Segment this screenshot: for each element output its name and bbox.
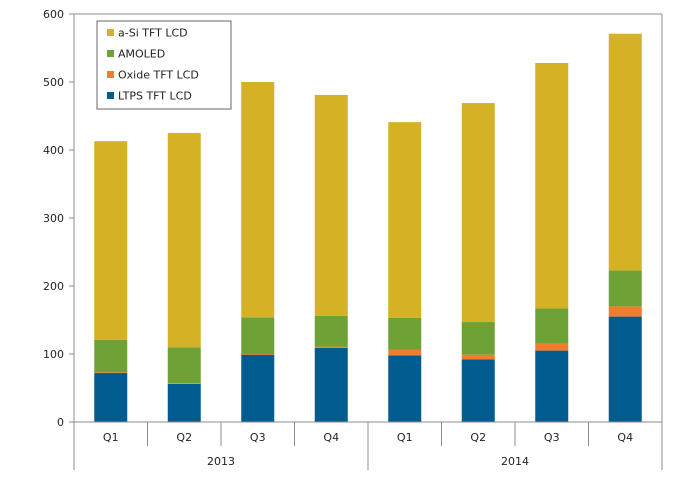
bar-segment-amoled-2	[167, 347, 201, 384]
bar-segment-amoled-8	[608, 270, 642, 307]
x-category-label: Q1	[103, 431, 119, 444]
y-tick-label: 200	[43, 280, 64, 293]
bar-segment-a-si-tft-lcd-2	[167, 133, 201, 348]
bar-segment-ltps-tft-lcd-7	[535, 350, 569, 422]
bar-segment-a-si-tft-lcd-7	[535, 62, 569, 309]
y-tick-label: 0	[57, 416, 64, 429]
bar-segment-a-si-tft-lcd-4	[314, 94, 348, 316]
bar-segment-amoled-7	[535, 308, 569, 344]
bar-segment-oxide-tft-lcd-3	[241, 354, 275, 355]
x-category-label: Q3	[250, 431, 266, 444]
bar-segment-ltps-tft-lcd-4	[314, 347, 348, 422]
y-tick-label: 100	[43, 348, 64, 361]
x-group-label: 2013	[207, 455, 235, 468]
y-tick-label: 500	[43, 76, 64, 89]
bar-segment-ltps-tft-lcd-2	[167, 383, 201, 422]
bar-segment-amoled-3	[241, 317, 275, 354]
x-category-label: Q4	[617, 431, 633, 444]
bar-segment-amoled-4	[314, 315, 348, 347]
bar-segment-ltps-tft-lcd-3	[241, 354, 275, 422]
bar-segment-ltps-tft-lcd-1	[94, 373, 128, 422]
bar-segment-a-si-tft-lcd-3	[241, 82, 275, 318]
bar-segment-ltps-tft-lcd-5	[388, 355, 422, 422]
x-category-label: Q4	[323, 431, 339, 444]
bar-segment-oxide-tft-lcd-5	[388, 349, 422, 356]
y-tick-label: 600	[43, 8, 64, 21]
x-category-label: Q1	[397, 431, 413, 444]
bar-segment-oxide-tft-lcd-1	[94, 372, 128, 374]
x-category-label: Q3	[544, 431, 560, 444]
x-category-label: Q2	[176, 431, 192, 444]
bars-layer	[94, 33, 642, 422]
bar-segment-a-si-tft-lcd-1	[94, 141, 128, 340]
y-tick-label: 400	[43, 144, 64, 157]
bar-segment-amoled-5	[388, 317, 422, 350]
legend: a-Si TFT LCD AMOLED Oxide TFT LCD LTPS TFT …	[96, 20, 232, 110]
legend-swatch-ltps-tft-lcd	[107, 92, 114, 99]
bar-segment-oxide-tft-lcd-8	[608, 306, 642, 317]
bar-segment-a-si-tft-lcd-5	[388, 122, 422, 318]
bar-segment-ltps-tft-lcd-8	[608, 316, 642, 422]
legend-label-amoled: AMOLED	[118, 48, 165, 61]
legend-label-ltps-tft-lcd: LTPS TFT LCD	[118, 90, 192, 103]
axis-layer: 0 100 200 300 400 500 600 Q1 Q2 Q3 Q4 Q1 Q2 Q3 Q4 2013 2…	[43, 8, 663, 470]
x-category-label: Q2	[470, 431, 486, 444]
bar-segment-ltps-tft-lcd-6	[461, 359, 495, 422]
bar-segment-oxide-tft-lcd-6	[461, 354, 495, 360]
bar-segment-oxide-tft-lcd-2	[167, 383, 201, 384]
y-tick-label: 300	[43, 212, 64, 225]
bar-segment-amoled-1	[94, 339, 128, 373]
bar-segment-oxide-tft-lcd-4	[314, 346, 348, 348]
bar-segment-amoled-6	[461, 322, 495, 355]
x-group-label: 2014	[501, 455, 529, 468]
bar-segment-a-si-tft-lcd-8	[608, 33, 642, 271]
bar-segment-oxide-tft-lcd-7	[535, 343, 569, 351]
legend-label-oxide-tft-lcd: Oxide TFT LCD	[118, 69, 199, 82]
legend-swatch-amoled	[107, 50, 114, 57]
legend-label-a-si-tft-lcd: a-Si TFT LCD	[118, 27, 188, 40]
legend-swatch-oxide-tft-lcd	[107, 71, 114, 78]
bar-segment-a-si-tft-lcd-6	[461, 103, 495, 323]
legend-box	[96, 20, 232, 110]
legend-swatch-a-si-tft-lcd	[107, 29, 114, 36]
